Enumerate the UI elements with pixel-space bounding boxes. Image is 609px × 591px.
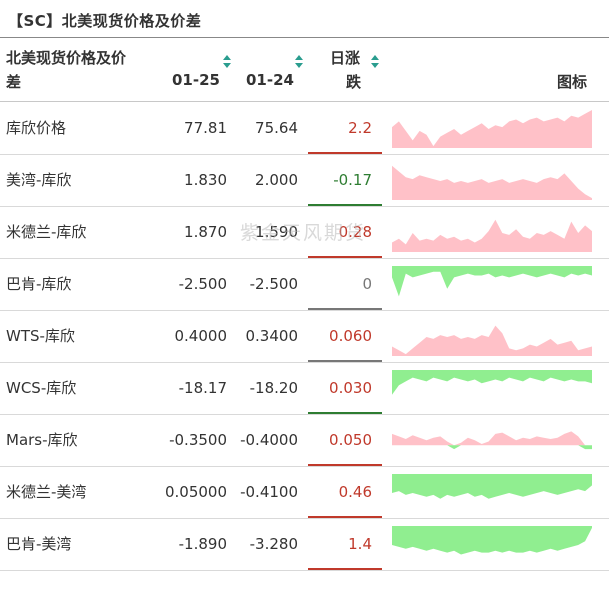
value-date1: 1.870 xyxy=(184,223,227,241)
row-divider xyxy=(0,518,609,519)
value-date1: 77.81 xyxy=(184,119,227,137)
value-date2: -3.280 xyxy=(249,535,298,553)
value-date2: 75.64 xyxy=(255,119,298,137)
sort-icon[interactable] xyxy=(371,55,379,69)
change-indicator-bar xyxy=(308,412,382,414)
table-row[interactable]: 巴肯-美湾 -1.890 -3.280 1.4 xyxy=(0,518,609,570)
table-row[interactable]: Mars-库欣 -0.3500 -0.4000 0.050 xyxy=(0,414,609,466)
sparkline-chart xyxy=(392,165,592,200)
daily-change: 0.030 xyxy=(329,379,372,397)
value-date1: 0.4000 xyxy=(174,327,228,345)
header-date1[interactable]: 01-25 xyxy=(172,71,220,89)
row-divider xyxy=(0,310,609,311)
row-name: WTS-库欣 xyxy=(6,327,75,345)
sparkline-area-positive xyxy=(392,165,592,200)
row-divider xyxy=(0,258,609,259)
daily-change: 0.28 xyxy=(338,223,372,241)
row-name: WCS-库欣 xyxy=(6,379,77,397)
title-divider xyxy=(0,37,609,38)
sparkline-chart xyxy=(392,431,592,450)
change-indicator-bar xyxy=(308,204,382,206)
header-name-line2: 差 xyxy=(6,73,22,91)
sparkline-area-positive xyxy=(392,325,592,356)
header-name-line1: 北美现货价格及价 xyxy=(6,49,127,67)
sparkline-chart xyxy=(392,526,592,555)
value-date2: 1.590 xyxy=(255,223,298,241)
sparkline-chart xyxy=(392,325,592,356)
change-indicator-bar xyxy=(308,516,382,518)
header-chart: 图标 xyxy=(557,73,588,91)
table-row[interactable]: 巴肯-库欣 -2.500 -2.500 0 xyxy=(0,258,609,310)
value-date2: -2.500 xyxy=(249,275,298,293)
sort-icon[interactable] xyxy=(223,55,231,69)
row-divider xyxy=(0,466,609,467)
header-change-line1[interactable]: 日涨 xyxy=(330,49,361,67)
table-row[interactable]: 米德兰-美湾 0.05000 -0.4100 0.46 xyxy=(0,466,609,518)
header-divider xyxy=(0,101,609,102)
value-date1: -1.890 xyxy=(178,535,227,553)
row-divider xyxy=(0,154,609,155)
table-row[interactable]: 美湾-库欣 1.830 2.000 -0.17 xyxy=(0,154,609,206)
table-row[interactable]: 库欣价格 77.81 75.64 2.2 xyxy=(0,102,609,154)
value-date2: -0.4000 xyxy=(240,431,298,449)
daily-change: 0.050 xyxy=(329,431,372,449)
row-divider xyxy=(0,206,609,207)
value-date1: -18.17 xyxy=(178,379,227,397)
value-date2: 2.000 xyxy=(255,171,298,189)
row-name: 美湾-库欣 xyxy=(6,171,72,189)
daily-change: 0.060 xyxy=(329,327,372,345)
row-divider xyxy=(0,570,609,571)
sparkline-area-positive xyxy=(392,431,592,446)
change-indicator-bar xyxy=(308,152,382,154)
sparkline-area-negative xyxy=(392,445,592,450)
sparkline-chart xyxy=(392,266,592,297)
sparkline-chart xyxy=(392,474,592,499)
value-date2: 0.3400 xyxy=(245,327,299,345)
table-row[interactable]: WTS-库欣 0.4000 0.3400 0.060 xyxy=(0,310,609,362)
row-name: Mars-库欣 xyxy=(6,431,78,449)
value-date2: -0.4100 xyxy=(240,483,298,501)
row-name: 库欣价格 xyxy=(6,119,67,137)
row-divider xyxy=(0,362,609,363)
daily-change: 0 xyxy=(362,275,372,293)
row-name: 巴肯-库欣 xyxy=(6,275,72,293)
row-name: 米德兰-美湾 xyxy=(6,483,87,501)
page-title: 【SC】北美现货价格及价差 xyxy=(8,12,202,30)
row-name: 米德兰-库欣 xyxy=(6,223,87,241)
sparkline-area-positive xyxy=(392,110,592,148)
change-indicator-bar xyxy=(308,360,382,362)
sparkline-chart xyxy=(392,370,592,395)
sparkline-area-positive xyxy=(392,219,592,252)
sparkline-area-negative xyxy=(392,266,592,297)
value-date1: -0.3500 xyxy=(169,431,227,449)
change-indicator-bar xyxy=(308,256,382,258)
daily-change: 1.4 xyxy=(348,535,372,553)
value-date1: 1.830 xyxy=(184,171,227,189)
daily-change: -0.17 xyxy=(333,171,372,189)
watermark: 紫金天风期货 xyxy=(240,222,367,244)
sparkline-chart xyxy=(392,110,592,148)
header-date2[interactable]: 01-24 xyxy=(246,71,294,89)
sparkline-area-negative xyxy=(392,370,592,395)
sparkline-chart xyxy=(392,219,592,252)
daily-change: 2.2 xyxy=(348,119,372,137)
row-divider xyxy=(0,414,609,415)
change-indicator-bar xyxy=(308,308,382,310)
sparkline-area-negative xyxy=(392,474,592,499)
change-indicator-bar xyxy=(308,464,382,466)
header-change-line2[interactable]: 跌 xyxy=(346,73,362,91)
change-indicator-bar xyxy=(308,568,382,570)
table-row[interactable]: WCS-库欣 -18.17 -18.20 0.030 xyxy=(0,362,609,414)
table-row[interactable]: 米德兰-库欣 1.870 1.590 0.28 xyxy=(0,206,609,258)
value-date1: 0.05000 xyxy=(164,483,227,501)
value-date2: -18.20 xyxy=(249,379,298,397)
value-date1: -2.500 xyxy=(178,275,227,293)
sort-icon[interactable] xyxy=(295,55,303,69)
daily-change: 0.46 xyxy=(338,483,372,501)
row-name: 巴肯-美湾 xyxy=(6,535,72,553)
sparkline-area-negative xyxy=(392,526,592,555)
